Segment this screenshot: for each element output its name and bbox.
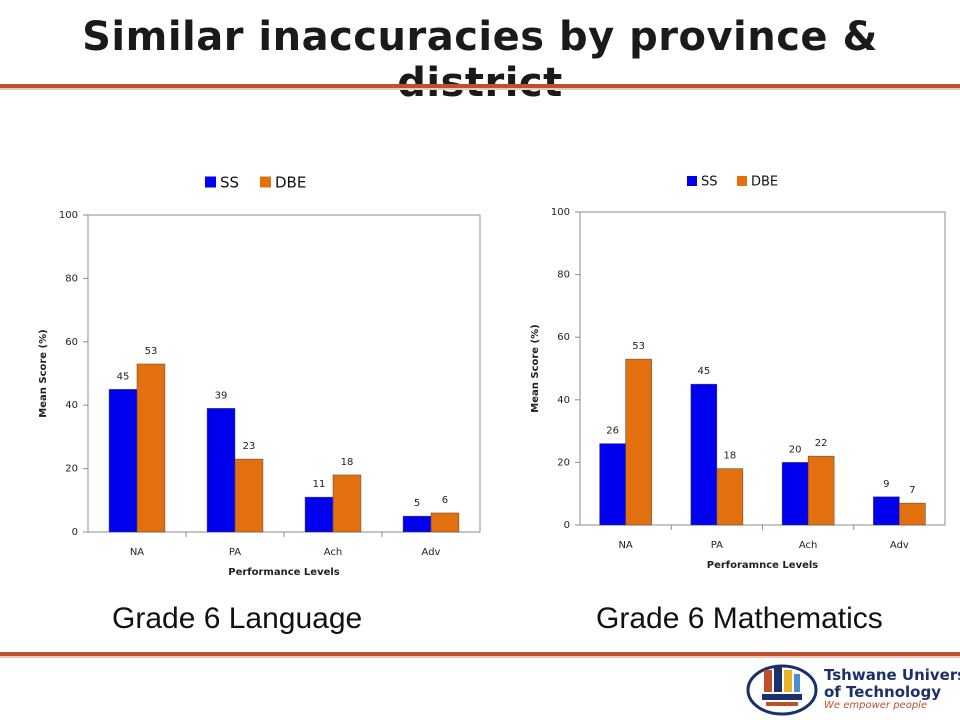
y-tick-label: 0	[72, 527, 78, 538]
bar-ss-ach	[304, 496, 334, 533]
x-tick-label: Adv	[890, 540, 909, 551]
x-tick-label: PA	[711, 540, 723, 551]
bar-dbe-adv	[430, 512, 460, 533]
data-label: 7	[909, 485, 915, 496]
slide-title: Similar inaccuracies by province & distr…	[82, 14, 878, 106]
legend-swatch-ss	[205, 176, 216, 188]
data-label: 20	[789, 444, 802, 455]
footer-divider	[0, 652, 960, 658]
bar-ss-adv	[873, 496, 900, 526]
bar-dbe-pa	[716, 468, 744, 526]
y-tick-label: 60	[65, 337, 78, 348]
y-tick-label: 0	[564, 520, 570, 531]
y-axis-title: Mean Score (%)	[38, 329, 49, 417]
x-axis-title: Performance Levels	[228, 567, 340, 578]
bar-ss-pa	[690, 383, 718, 526]
bar-ss-na	[599, 443, 626, 526]
x-tick-label: NA	[130, 547, 144, 558]
x-tick-label: NA	[618, 540, 632, 551]
bar-dbe-pa	[234, 458, 264, 533]
logo-text-line2: of Technology	[824, 683, 941, 701]
legend-swatch-dbe	[260, 176, 271, 188]
legend-label-dbe: DBE	[751, 175, 778, 190]
bar-ss-na	[108, 389, 138, 533]
y-tick-label: 100	[551, 207, 570, 218]
data-label: 6	[442, 495, 448, 506]
bar-dbe-adv	[899, 502, 926, 526]
title-divider	[0, 84, 960, 90]
data-label: 45	[698, 366, 711, 377]
bar-dbe-ach	[807, 455, 835, 526]
x-tick-label: Ach	[324, 547, 343, 558]
y-tick-label: 60	[557, 332, 570, 343]
bar-dbe-ach	[332, 474, 362, 533]
x-tick-label: Ach	[799, 540, 818, 551]
y-tick-label: 80	[65, 273, 78, 284]
x-tick-label: Adv	[422, 547, 441, 558]
x-tick-label: PA	[229, 547, 241, 558]
legend-label-ss: SS	[220, 173, 239, 191]
data-label: 39	[215, 390, 228, 401]
legend-label-dbe: DBE	[275, 173, 306, 191]
logo-text-line1: Tshwane University	[824, 666, 960, 684]
data-label: 11	[313, 479, 326, 490]
data-label: 22	[815, 438, 828, 449]
y-axis-title: Mean Score (%)	[530, 324, 541, 412]
data-label: 18	[341, 457, 354, 468]
data-label: 53	[632, 341, 645, 352]
bar-ss-ach	[781, 462, 809, 526]
y-tick-label: 20	[557, 457, 570, 468]
bar-dbe-na	[136, 363, 166, 533]
x-axis-title: Perforamnce Levels	[707, 560, 819, 571]
data-label: 5	[414, 498, 420, 509]
logo-tagline: We empower people	[824, 700, 928, 711]
legend-label-ss: SS	[701, 175, 718, 190]
y-tick-label: 80	[557, 270, 570, 281]
legend-swatch-dbe	[737, 176, 747, 186]
caption-language: Grade 6 Language	[112, 602, 363, 635]
data-label: 53	[145, 346, 158, 357]
y-tick-label: 100	[59, 210, 78, 221]
bar-dbe-na	[625, 358, 652, 526]
data-label: 45	[117, 371, 130, 382]
y-tick-label: 20	[65, 464, 78, 475]
data-label: 18	[724, 451, 737, 462]
logo-emblem-icon	[746, 664, 818, 716]
data-label: 9	[883, 479, 889, 490]
data-label: 26	[606, 426, 619, 437]
y-tick-label: 40	[557, 395, 570, 406]
legend-swatch-ss	[687, 176, 697, 186]
university-logo: Tshwane University of Technology We empo…	[744, 660, 960, 716]
caption-mathematics: Grade 6 Mathematics	[596, 602, 883, 635]
data-label: 23	[243, 441, 256, 452]
y-tick-label: 40	[65, 400, 78, 411]
